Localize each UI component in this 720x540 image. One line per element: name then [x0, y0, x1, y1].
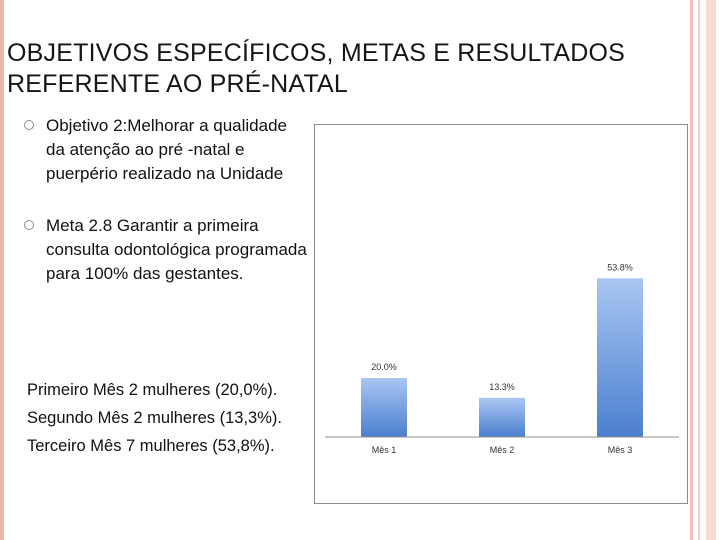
x-tick-label-1: Mês 1: [372, 445, 397, 455]
data-label-1: 20.0%: [371, 362, 397, 372]
x-tick-label-3: Mês 3: [608, 445, 633, 455]
bullet-text: Objetivo 2:Melhorar a qualidade da atenç…: [46, 116, 287, 183]
bar-2: [479, 397, 525, 437]
result-month-1: Primeiro Mês 2 mulheres (20,0%).: [27, 381, 278, 399]
result-month-3: Terceiro Mês 7 mulheres (53,8%).: [27, 437, 275, 455]
result-month-2: Segundo Mês 2 mulheres (13,3%).: [27, 409, 282, 427]
right-accent-stripe: [690, 0, 693, 540]
title-line-1: OBJETIVOS ESPECÍFICOS, METAS E RESULTADO…: [7, 39, 626, 67]
results-list: Primeiro Mês 2 mulheres (20,0%). Segundo…: [27, 378, 307, 462]
bullet-text: Meta 2.8 Garantir a primeira consulta od…: [46, 216, 307, 283]
right-accent-stripe: [706, 0, 716, 540]
chart-frame: 20.0% Mês 1 13.3% Mês 2 53.8% Mês 3: [314, 124, 688, 504]
right-accent-stripe: [698, 0, 700, 540]
data-label-3: 53.8%: [607, 262, 633, 272]
bullet-icon: [24, 120, 34, 130]
bullet-item-goal: Meta 2.8 Garantir a primeira consulta od…: [24, 214, 309, 286]
slide-title: OBJETIVOS ESPECÍFICOS, METAS E RESULTADO…: [7, 38, 697, 100]
bar-3: [597, 278, 643, 437]
bar-chart: 20.0% Mês 1 13.3% Mês 2 53.8% Mês 3: [325, 262, 679, 455]
bullet-item-objective: Objetivo 2:Melhorar a qualidade da atenç…: [24, 114, 309, 186]
x-tick-label-2: Mês 2: [490, 445, 515, 455]
data-label-2: 13.3%: [489, 382, 515, 392]
bullet-list: Objetivo 2:Melhorar a qualidade da atenç…: [24, 114, 309, 314]
left-accent-border: [0, 0, 4, 540]
bar-1: [361, 378, 407, 437]
title-line-2: REFERENTE AO PRÉ-NATAL: [7, 70, 349, 98]
bullet-icon: [24, 220, 34, 230]
